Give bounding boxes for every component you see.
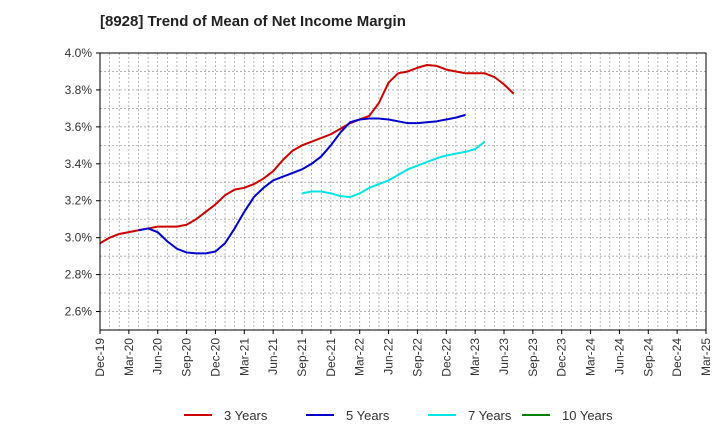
x-tick-label: Dec-22: [439, 338, 453, 377]
chart-title: [8928] Trend of Mean of Net Income Margi…: [100, 13, 406, 30]
y-tick-label: 2.8%: [65, 268, 93, 282]
x-tick-label: Mar-25: [699, 338, 713, 376]
series-line-7-years: [301, 140, 486, 199]
y-tick-label: 3.0%: [65, 231, 93, 245]
x-tick-label: Sep-20: [180, 338, 194, 377]
x-tick-label: Mar-22: [353, 338, 367, 376]
x-tick-label: Dec-20: [208, 338, 222, 377]
x-tick-label: Sep-22: [410, 338, 424, 377]
legend-label-7-years: 7 Years: [468, 408, 512, 423]
legend-label-10-years: 10 Years: [562, 408, 613, 423]
legend: 3 Years 5 Years 7 Years 10 Years: [184, 408, 613, 423]
x-tick-label: Mar-20: [122, 338, 136, 376]
x-tick-label: Dec-23: [555, 338, 569, 377]
y-tick-label: 4.0%: [65, 46, 93, 60]
y-tick-label: 3.8%: [65, 83, 93, 97]
series-line-3-years: [99, 64, 515, 245]
y-tick-label: 3.2%: [65, 194, 93, 208]
series-lines: [99, 64, 515, 255]
plot-border: [99, 52, 707, 331]
x-tick-label: Jun-24: [612, 338, 626, 375]
y-tick-label: 3.4%: [65, 157, 93, 171]
y-tick-label: 3.6%: [65, 120, 93, 134]
x-tick-label: Jun-23: [497, 338, 511, 375]
x-tick-label: Mar-24: [584, 338, 598, 376]
x-tick-label: Sep-23: [526, 338, 540, 377]
x-tick-label: Jun-22: [382, 338, 396, 375]
x-tick-label: Dec-19: [93, 338, 107, 377]
x-tick-label: Dec-24: [670, 338, 684, 377]
legend-label-5-years: 5 Years: [346, 408, 390, 423]
y-axis-ticks: 2.6% 2.8% 3.0% 3.2% 3.4% 3.6% 3.8% 4.0%: [65, 46, 100, 319]
x-tick-label: Dec-21: [324, 338, 338, 377]
x-tick-label: Sep-24: [641, 338, 655, 377]
x-tick-label: Jun-21: [266, 338, 280, 375]
x-tick-label: Jun-20: [151, 338, 165, 375]
y-tick-label: 2.6%: [65, 305, 93, 319]
legend-label-3-years: 3 Years: [224, 408, 268, 423]
x-tick-label: Mar-21: [237, 338, 251, 376]
x-axis-ticks: Dec-19 Mar-20 Jun-20 Sep-20 Dec-20 Mar-21 Jun-…: [93, 330, 713, 377]
x-tick-label: Sep-21: [295, 338, 309, 377]
grid: [99, 52, 707, 331]
series-line-5-years: [138, 113, 466, 255]
x-tick-label: Mar-23: [468, 338, 482, 376]
